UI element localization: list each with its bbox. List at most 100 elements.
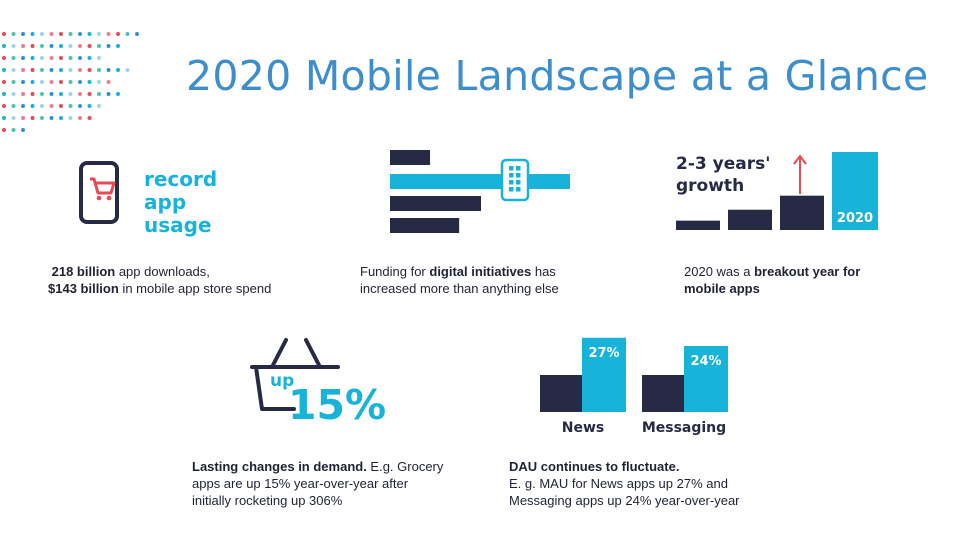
decorative-dot [11, 68, 16, 72]
spend-text: in mobile app store spend [118, 281, 272, 296]
decorative-dot [97, 56, 101, 60]
up-label: up [270, 371, 295, 391]
decorative-dot [68, 44, 73, 48]
decorative-dot [21, 80, 25, 84]
decorative-dot [116, 68, 120, 72]
breakout-text1: 2020 was a [684, 264, 755, 279]
decorative-dot [78, 116, 82, 120]
decorative-dot [59, 116, 63, 120]
funding-text3: increased more than anything else [360, 281, 559, 296]
decorative-dot [59, 80, 63, 84]
record-label-line1: record [144, 167, 218, 191]
decorative-dot [116, 44, 120, 48]
funding-bar-highlight [390, 174, 570, 189]
decorative-dot [30, 116, 35, 120]
decorative-dot [59, 32, 63, 36]
dau-data-label: 24% [690, 354, 721, 369]
decorative-dot [97, 104, 101, 108]
growth-bar [832, 152, 878, 230]
decorative-dot [135, 32, 139, 36]
growth-label-line2: growth [676, 176, 745, 196]
decorative-dot [68, 56, 73, 60]
funding-bars-graphic [390, 148, 572, 236]
decorative-dot [11, 104, 16, 108]
funding-bar [390, 218, 460, 233]
grocery-text2: apps are up 15% year-over-year after [192, 476, 409, 491]
dau-category-label: News [562, 420, 604, 436]
decorative-dot [49, 104, 54, 108]
decorative-dot [59, 68, 63, 72]
growth-label: 2-3 years' growth [676, 153, 770, 197]
decorative-dot [116, 92, 120, 96]
decorative-dot [78, 44, 82, 48]
decorative-dot [97, 92, 101, 96]
card1-caption: 218 billion app downloads, $143 billion … [48, 263, 271, 297]
decorative-dot [2, 32, 6, 36]
decorative-dot [78, 104, 82, 108]
decorative-dot [78, 80, 82, 84]
digital-initiatives: digital initiatives [429, 264, 532, 279]
growth-graphic: 2-3 years' growth 2020 [676, 150, 880, 232]
decorative-dot [106, 80, 111, 84]
decorative-dot [116, 32, 120, 36]
decorative-dot [68, 68, 73, 72]
decorative-dot [2, 80, 6, 84]
decorative-dot [87, 80, 92, 84]
decorative-dot [59, 44, 63, 48]
card4-caption: Lasting changes in demand. E.g. Grocery … [192, 458, 443, 509]
decorative-dot [68, 92, 73, 96]
decorative-dot [40, 68, 44, 72]
decorative-dot [2, 92, 6, 96]
dau-bar-before [540, 375, 582, 412]
card2-caption: Funding for digital initiatives has incr… [360, 263, 559, 297]
decorative-dot [106, 44, 111, 48]
decorative-dot [49, 68, 54, 72]
decorative-dot [68, 104, 73, 108]
decorative-dot [59, 104, 63, 108]
dau-chart-graphic: 27% News 24% Messaging [540, 336, 730, 436]
decorative-dot [78, 32, 82, 36]
decorative-dot [97, 68, 101, 72]
decorative-dot [21, 44, 25, 48]
breakout-bold1: breakout year for [754, 264, 861, 279]
decorative-dot [21, 32, 25, 36]
grocery-text1: E.g. Grocery [366, 459, 444, 474]
decorative-dot [125, 32, 130, 36]
decorative-dot [30, 32, 35, 36]
decorative-dot [49, 56, 54, 60]
card5-caption: DAU continues to fluctuate. E. g. MAU fo… [509, 458, 740, 509]
decorative-dot [97, 80, 101, 84]
decorative-dot [49, 116, 54, 120]
app-usage-graphic: record app usage [78, 160, 248, 237]
grocery-text3: initially rocketing up 306% [192, 493, 343, 508]
decorative-dot [21, 128, 25, 132]
decorative-dot [87, 56, 92, 60]
decorative-dot [49, 44, 54, 48]
breakout-bold2: mobile apps [684, 281, 760, 296]
decorative-dot [40, 32, 44, 36]
dau-category-label: Messaging [642, 420, 726, 436]
decorative-dot [11, 56, 16, 60]
decorative-dot [106, 68, 111, 72]
decorative-dot [87, 116, 92, 120]
phone-cart-icon [79, 161, 119, 224]
decorative-dot [30, 56, 35, 60]
card3-caption: 2020 was a breakout year for mobile apps [684, 263, 860, 297]
record-app-usage-label: record app usage [144, 168, 248, 237]
decorative-dot [2, 104, 6, 108]
growth-label-line1: 2-3 years' [676, 154, 771, 174]
phone-icon [500, 158, 530, 202]
record-label-line2: app usage [144, 190, 212, 237]
fifteen-percent-label: 15% [288, 381, 387, 429]
decorative-dot [30, 68, 35, 72]
bar-2020-label: 2020 [837, 211, 873, 226]
decorative-dot [30, 44, 35, 48]
funding-text1: Funding for [360, 264, 430, 279]
mau-text2: Messaging apps up 24% year-over-year [509, 493, 740, 508]
decorative-dot [106, 32, 111, 36]
decorative-dot [21, 116, 25, 120]
decorative-dot [2, 68, 6, 72]
decorative-dot [11, 44, 16, 48]
decorative-dot [78, 92, 82, 96]
funding-bar [390, 150, 431, 165]
